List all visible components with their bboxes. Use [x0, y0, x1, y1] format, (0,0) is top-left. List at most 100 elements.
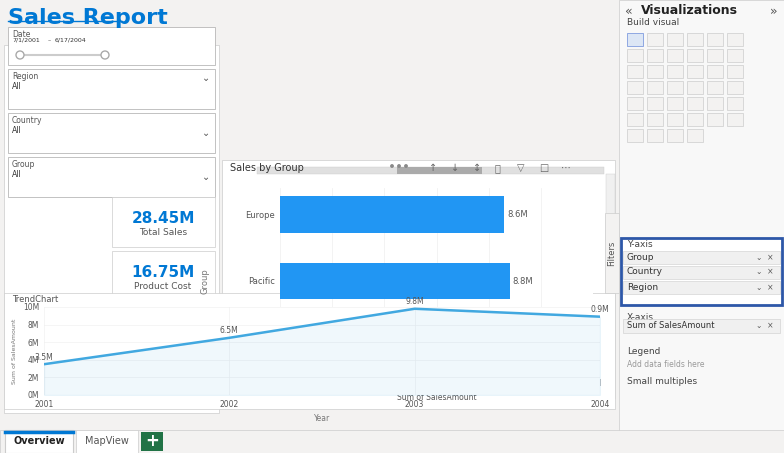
Text: 16.75M: 16.75M — [132, 265, 194, 280]
Bar — [605, 213, 619, 293]
Text: Date: Date — [12, 30, 31, 39]
Bar — [727, 65, 743, 78]
Bar — [280, 329, 567, 366]
Bar — [687, 113, 703, 126]
Bar — [627, 129, 643, 142]
Bar — [623, 319, 780, 333]
Text: 9.8M: 9.8M — [405, 297, 424, 306]
Bar — [606, 174, 615, 380]
Bar — [5, 430, 73, 453]
Bar — [0, 430, 784, 453]
Bar — [687, 65, 703, 78]
Bar — [627, 49, 643, 62]
Circle shape — [390, 165, 394, 167]
Bar — [687, 49, 703, 62]
Text: Sales by Group: Sales by Group — [230, 163, 304, 173]
Text: »: » — [771, 5, 778, 18]
Y-axis label: Group: Group — [201, 268, 210, 294]
Text: Add data fields here: Add data fields here — [627, 360, 705, 369]
Bar — [8, 157, 215, 197]
Text: Total Sales: Total Sales — [139, 228, 187, 237]
Text: –: – — [48, 38, 51, 43]
Bar — [623, 251, 780, 264]
Bar — [627, 81, 643, 94]
Text: Country: Country — [12, 116, 42, 125]
Bar — [667, 129, 683, 142]
Text: 6.5M: 6.5M — [220, 326, 238, 335]
Bar — [627, 65, 643, 78]
Text: ⌄: ⌄ — [201, 73, 210, 83]
Bar — [280, 263, 510, 299]
Text: □: □ — [539, 163, 548, 173]
Bar — [707, 49, 723, 62]
Bar — [707, 97, 723, 110]
Bar — [647, 65, 663, 78]
Bar — [647, 129, 663, 142]
Text: 8.6M: 8.6M — [507, 210, 528, 219]
Text: ⤓: ⤓ — [495, 163, 501, 173]
Text: MapView: MapView — [85, 437, 129, 447]
Text: Sum of SalesAmount: Sum of SalesAmount — [627, 322, 714, 331]
Bar — [623, 281, 780, 294]
Text: All: All — [12, 126, 22, 135]
Text: 7/1/2001: 7/1/2001 — [12, 38, 40, 43]
Text: ⌄  ×: ⌄ × — [757, 283, 774, 291]
Text: 0.9M: 0.9M — [590, 305, 609, 314]
Y-axis label: Sum of SalesAmount: Sum of SalesAmount — [13, 318, 17, 384]
Bar — [4, 45, 219, 413]
Bar — [257, 167, 604, 174]
Bar — [667, 81, 683, 94]
Bar — [627, 97, 643, 110]
Bar — [727, 49, 743, 62]
Text: «: « — [625, 5, 633, 18]
Bar — [141, 432, 163, 451]
Bar — [687, 81, 703, 94]
Bar — [727, 97, 743, 110]
Bar — [619, 0, 784, 453]
X-axis label: Year: Year — [314, 414, 330, 424]
Text: Region: Region — [12, 72, 38, 81]
Bar — [667, 33, 683, 46]
Bar — [8, 113, 215, 153]
Bar — [8, 27, 215, 65]
Bar — [8, 69, 215, 109]
Text: Group: Group — [627, 252, 655, 261]
Bar — [607, 247, 614, 279]
Bar — [727, 33, 743, 46]
Bar — [112, 197, 215, 247]
Bar — [707, 81, 723, 94]
Bar — [280, 197, 504, 233]
Text: Overview: Overview — [13, 437, 65, 447]
Bar — [112, 305, 215, 355]
Bar — [667, 113, 683, 126]
Bar — [647, 81, 663, 94]
Text: Legend: Legend — [627, 347, 660, 356]
Text: Visualizations: Visualizations — [641, 4, 738, 17]
Bar — [667, 49, 683, 62]
Bar — [647, 33, 663, 46]
Text: 8.8M: 8.8M — [512, 276, 533, 285]
Bar — [647, 113, 663, 126]
Text: Small multiples: Small multiples — [627, 377, 697, 386]
Bar — [647, 97, 663, 110]
Bar — [667, 97, 683, 110]
Text: ↕: ↕ — [473, 163, 481, 173]
Text: ⌄  ×: ⌄ × — [757, 322, 774, 331]
Text: X-axis: X-axis — [627, 313, 654, 322]
Text: ⌄  ×: ⌄ × — [757, 252, 774, 261]
Bar — [687, 129, 703, 142]
Bar — [623, 266, 780, 279]
Text: ⌄: ⌄ — [201, 172, 210, 182]
Bar — [707, 33, 723, 46]
Circle shape — [397, 165, 400, 167]
Text: 11.0M: 11.0M — [569, 343, 595, 352]
Text: ⌄: ⌄ — [201, 128, 210, 138]
Text: ↓: ↓ — [451, 163, 459, 173]
Text: TrendChart: TrendChart — [12, 295, 58, 304]
Text: 3.5M: 3.5M — [34, 352, 53, 361]
Text: All: All — [12, 82, 22, 91]
Bar — [707, 113, 723, 126]
Text: ⌄  ×: ⌄ × — [757, 268, 774, 276]
Text: Filters: Filters — [608, 240, 616, 266]
Text: ⋯: ⋯ — [561, 163, 571, 173]
